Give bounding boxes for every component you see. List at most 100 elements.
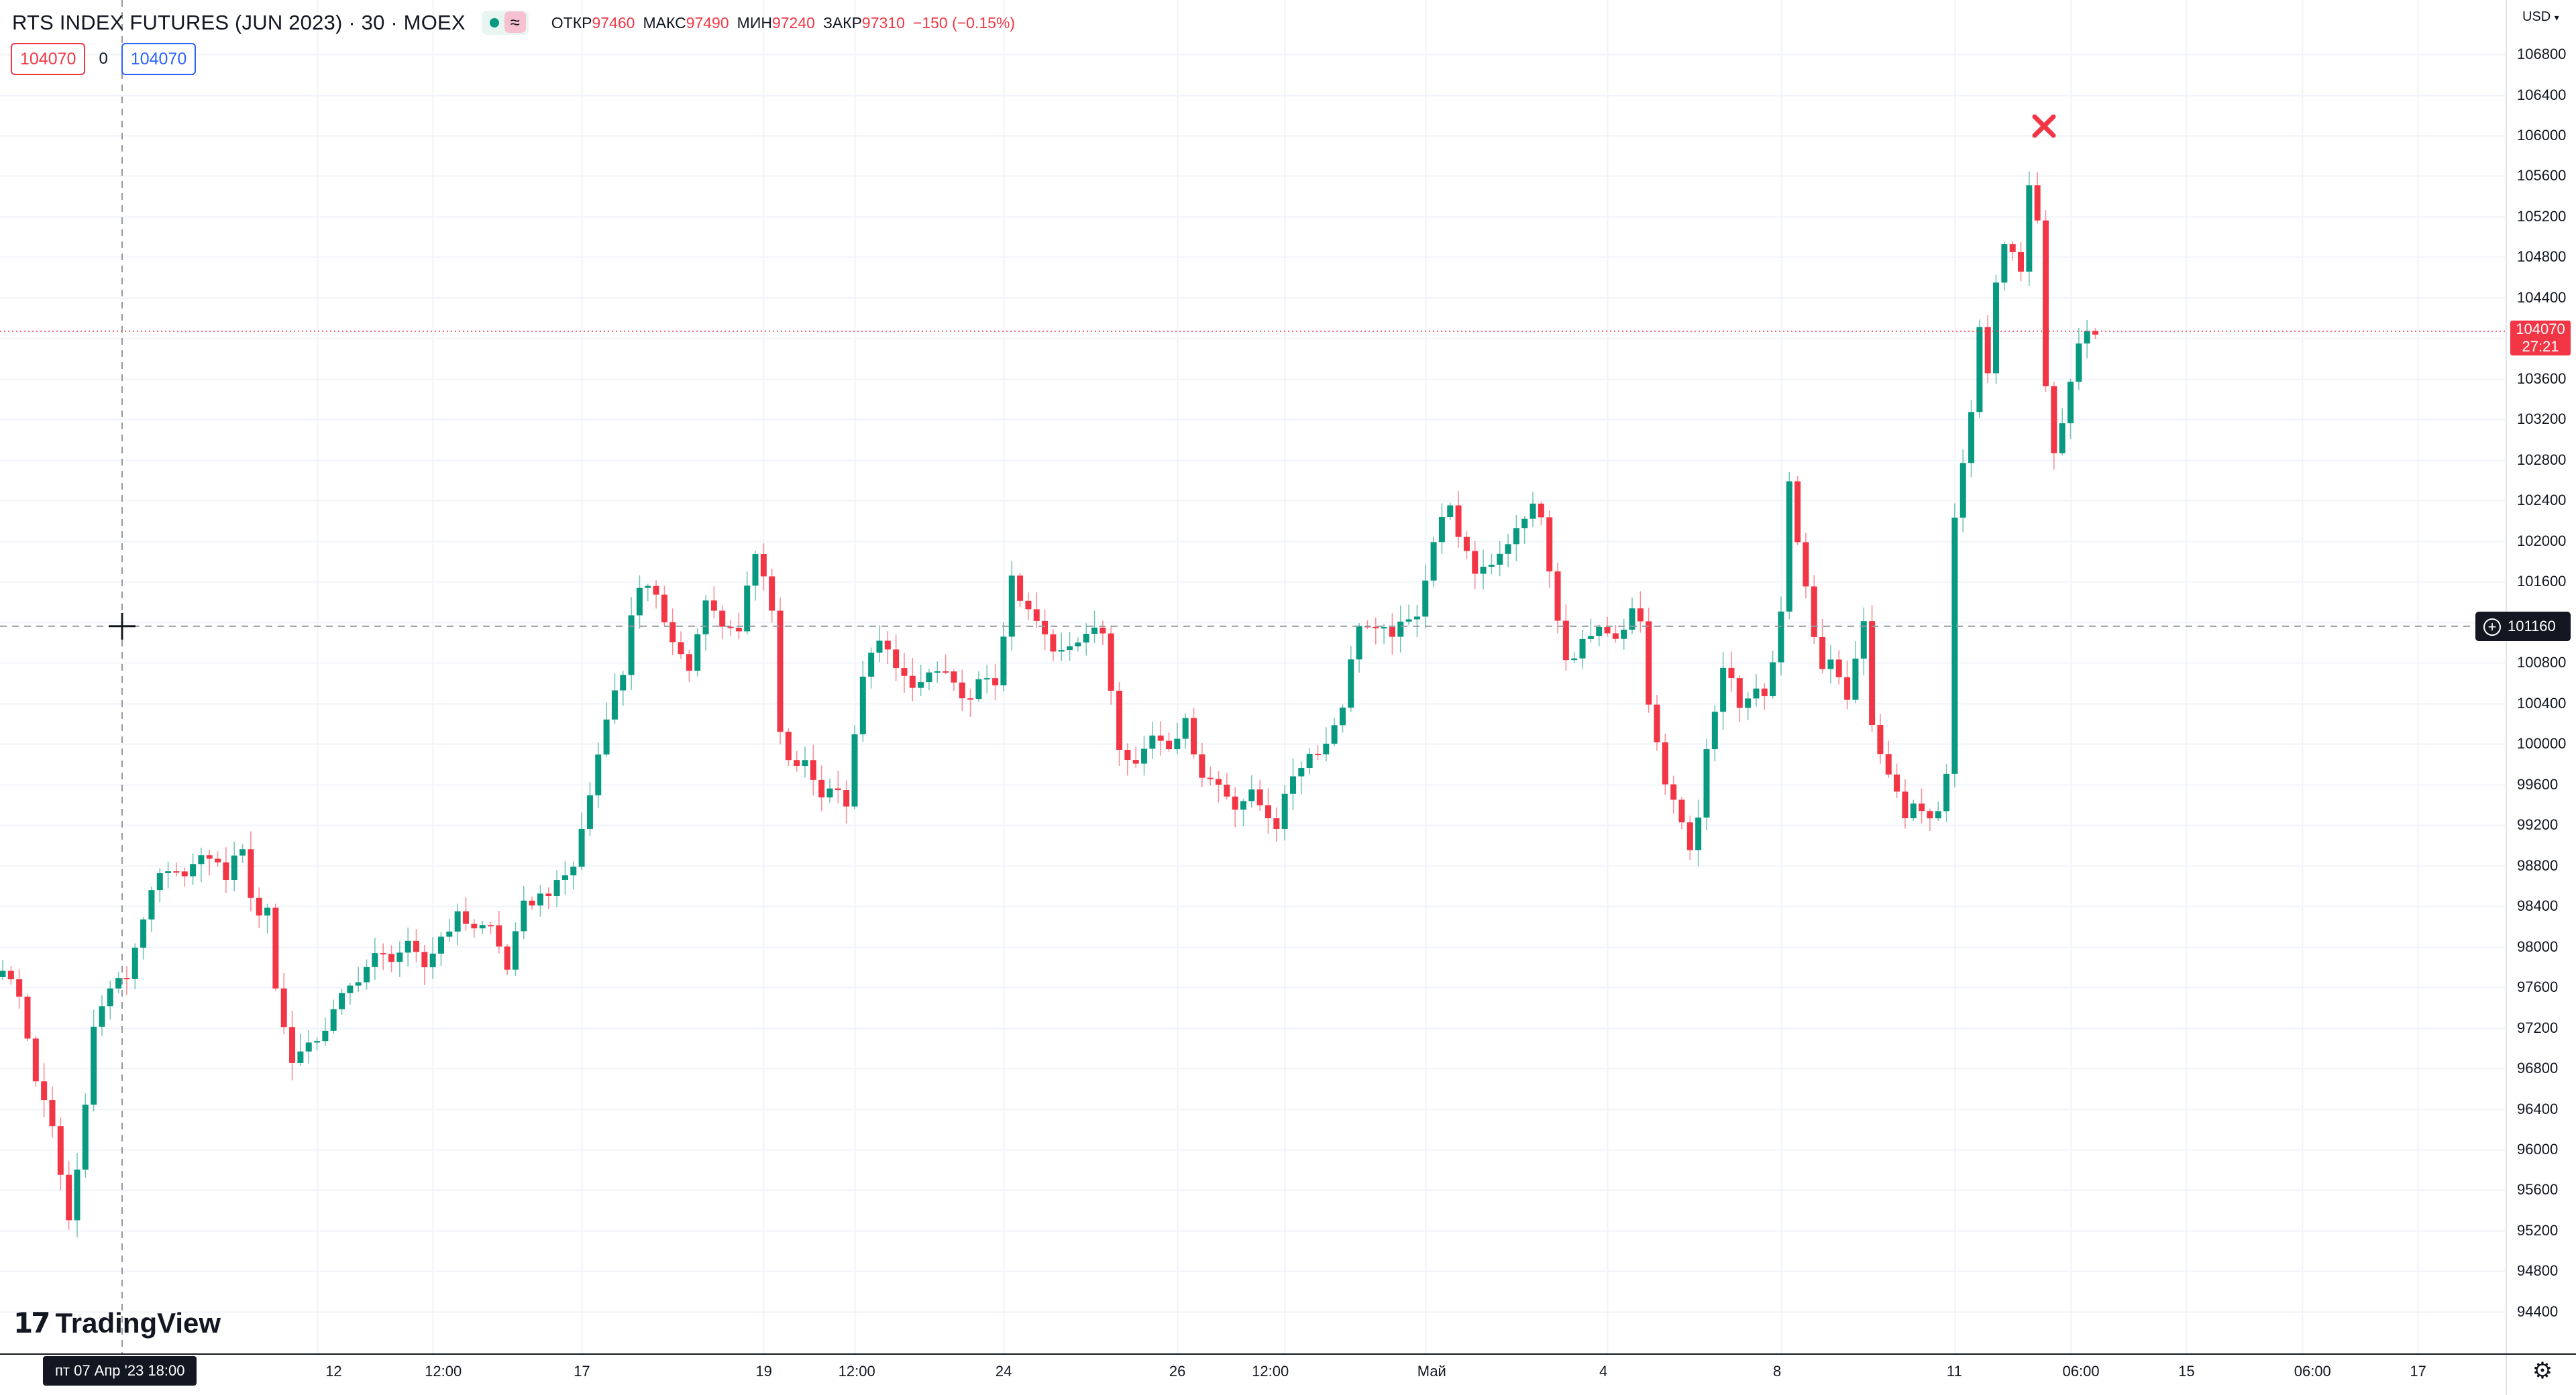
currency-label[interactable]: USD ▾ (2522, 9, 2559, 24)
candle-body (2009, 244, 2016, 252)
candle-body (355, 982, 362, 986)
sell-button[interactable]: 104070 (11, 43, 86, 75)
candle-body (802, 760, 808, 767)
price-tick-label: 98400 (2517, 897, 2559, 915)
candle-body (1902, 791, 1909, 819)
candle-body (2068, 382, 2074, 424)
candle-body (1835, 659, 1842, 677)
candle-body (1637, 608, 1644, 622)
price-tick-label: 103600 (2517, 370, 2567, 387)
candle-body (1389, 627, 1395, 637)
countdown-value: 27:21 (2522, 338, 2559, 355)
candle-body (322, 1030, 329, 1042)
candle-body (16, 979, 23, 997)
candle-body (1488, 565, 1495, 567)
candle-body (148, 890, 155, 919)
candle-body (1827, 659, 1834, 669)
time-tick-label: 17 (2410, 1363, 2426, 1380)
candle-body (1000, 636, 1007, 685)
candle-body (74, 1169, 80, 1221)
visibility-dot-icon (489, 18, 499, 27)
candle-body (1596, 626, 1603, 636)
tradingview-logo[interactable]: 17 TradingView (13, 1306, 221, 1339)
candle-body (934, 671, 941, 673)
candle-body (760, 554, 767, 577)
candle-body (1993, 282, 2000, 374)
candle-body (1968, 412, 1975, 463)
candle-body (1397, 621, 1404, 637)
price-tick-label: 98800 (2517, 856, 2559, 874)
symbol-title[interactable]: RTS INDEX FUTURES (JUN 2023) · 30 · MOEX (12, 11, 466, 34)
approx-icon[interactable]: ≈ (504, 11, 526, 33)
candle-body (1157, 735, 1164, 741)
candle-body (561, 875, 568, 881)
candle-body (959, 682, 965, 699)
candle-body (41, 1081, 48, 1101)
candle-body (1314, 753, 1321, 755)
candle-body (859, 676, 866, 734)
candle-body (710, 600, 717, 611)
candle-body (156, 873, 163, 891)
candle-body (1381, 627, 1387, 629)
candle-body (1736, 678, 1743, 708)
gear-icon[interactable]: ⚙ (2532, 1358, 2553, 1384)
candle-body (661, 594, 667, 622)
candle-body (1910, 803, 1917, 819)
price-tick-label: 100000 (2517, 735, 2567, 752)
candle-body (1405, 619, 1412, 622)
add-plus-icon[interactable]: + (2483, 618, 2501, 636)
time-tick-label: 12 (325, 1363, 342, 1380)
price-tick-label: 104400 (2517, 288, 2567, 306)
candle-body (611, 690, 618, 720)
candle-body (396, 952, 403, 962)
candle-body (289, 1027, 296, 1063)
candle-body (1571, 658, 1578, 661)
candle-body (884, 640, 891, 650)
candle-body (1281, 793, 1288, 829)
candle-body (992, 678, 999, 685)
candle-body (1430, 542, 1437, 581)
candle-body (1017, 575, 1024, 601)
candle-body (512, 931, 519, 970)
candle-body (653, 585, 659, 595)
candle-body (1455, 505, 1462, 537)
candle-body (769, 576, 775, 611)
candle-body (570, 867, 577, 876)
buy-button[interactable]: 104070 (121, 43, 197, 75)
candle-body (339, 993, 345, 1009)
time-tick-label: 24 (995, 1363, 1012, 1380)
candle-body (1008, 575, 1015, 637)
candle-body (239, 849, 246, 856)
candle-body (446, 932, 453, 937)
close-icon (2032, 114, 2056, 138)
candle-body (297, 1051, 304, 1063)
chart-legend: RTS INDEX FUTURES (JUN 2023) · 30 · MOEX… (12, 8, 1015, 38)
candle-body (553, 880, 560, 897)
crosshair-price-tag[interactable]: + 101160 (2475, 612, 2571, 641)
ohlc-change: −150 (−0.15%) (912, 13, 1016, 32)
brand-name: TradingView (55, 1306, 221, 1339)
candle-body (181, 871, 188, 877)
candle-body (380, 953, 386, 955)
candle-body (943, 671, 949, 673)
candle-body (1554, 571, 1561, 621)
candle-body (983, 678, 990, 680)
candle-body (735, 628, 742, 632)
candle-body (620, 675, 627, 691)
indicator-toggle[interactable]: ≈ (481, 11, 529, 35)
candle-body (437, 936, 444, 954)
candle-body (1207, 777, 1214, 779)
candle-body (1199, 754, 1205, 778)
candle-body (1761, 688, 1768, 697)
time-tick-label: 12:00 (425, 1363, 462, 1380)
price-tick-label: 106800 (2517, 46, 2567, 63)
candle-body (66, 1174, 72, 1221)
crosshair-price-value: 101160 (2508, 618, 2556, 634)
candle-body (1463, 537, 1470, 551)
candle-body (462, 911, 469, 924)
price-tick-label: 95200 (2517, 1221, 2559, 1239)
candle-body (1480, 567, 1487, 574)
candle-body (1232, 796, 1238, 810)
price-tick-label: 98000 (2517, 938, 2559, 955)
